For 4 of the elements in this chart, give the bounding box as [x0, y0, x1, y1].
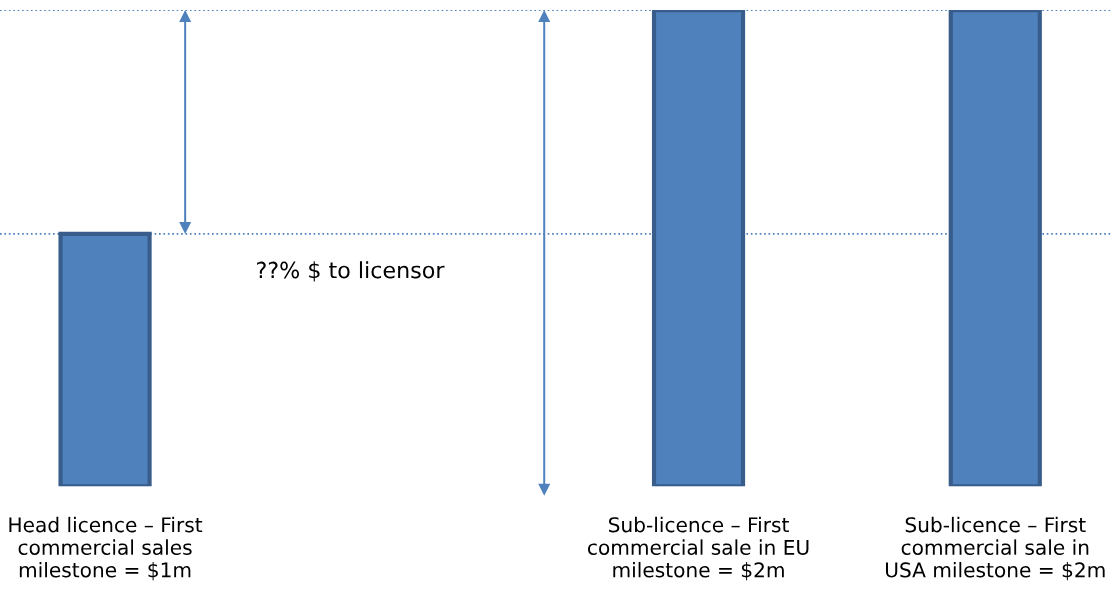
x-tick-label: Sub-licence – First commercial sale in USA milestone = $2m [885, 516, 1105, 581]
annotation: ??% $ to licensor [257, 261, 445, 282]
x-tick-label: Head licence – First commercial sales milestone = $1m [9, 516, 203, 581]
x-tick-label: Sub-licence – First commercial sale in EU milestone = $2m [587, 516, 809, 581]
